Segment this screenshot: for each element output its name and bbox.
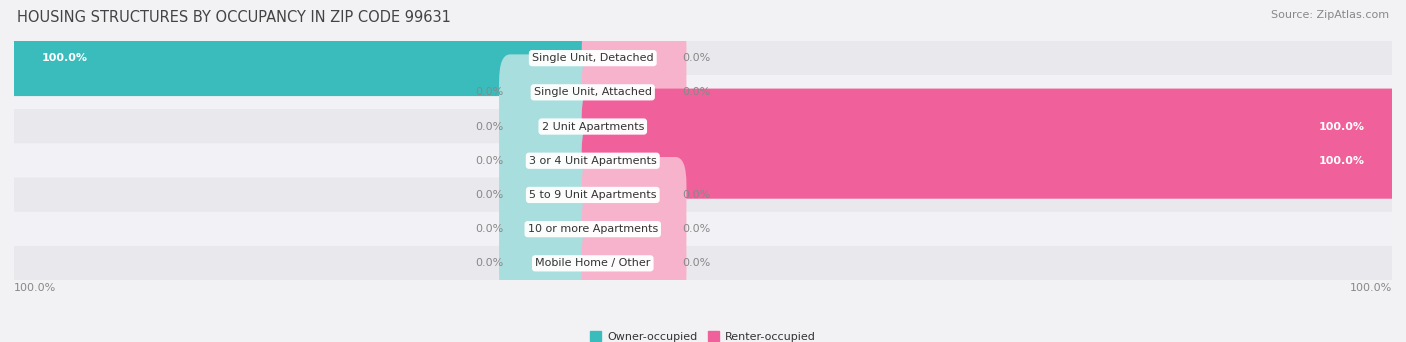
FancyBboxPatch shape [14,109,1392,144]
FancyBboxPatch shape [499,225,603,301]
FancyBboxPatch shape [499,191,603,267]
Text: 0.0%: 0.0% [682,53,710,63]
Text: 0.0%: 0.0% [682,224,710,234]
Text: 0.0%: 0.0% [475,87,503,97]
FancyBboxPatch shape [582,191,686,267]
Text: 0.0%: 0.0% [682,87,710,97]
FancyBboxPatch shape [582,225,686,301]
FancyBboxPatch shape [582,20,686,96]
Text: 100.0%: 100.0% [42,53,87,63]
Text: Mobile Home / Other: Mobile Home / Other [536,258,651,268]
FancyBboxPatch shape [14,177,1392,212]
Text: 0.0%: 0.0% [682,258,710,268]
FancyBboxPatch shape [14,75,1392,110]
Text: Single Unit, Detached: Single Unit, Detached [531,53,654,63]
FancyBboxPatch shape [14,143,1392,178]
FancyBboxPatch shape [14,246,1392,281]
FancyBboxPatch shape [14,212,1392,247]
FancyBboxPatch shape [499,89,603,165]
Text: 0.0%: 0.0% [475,121,503,132]
Text: Single Unit, Attached: Single Unit, Attached [534,87,652,97]
FancyBboxPatch shape [14,41,1392,76]
Text: 5 to 9 Unit Apartments: 5 to 9 Unit Apartments [529,190,657,200]
Text: 100.0%: 100.0% [1319,156,1364,166]
Legend: Owner-occupied, Renter-occupied: Owner-occupied, Renter-occupied [591,331,815,342]
Text: 0.0%: 0.0% [475,258,503,268]
Text: 0.0%: 0.0% [475,190,503,200]
FancyBboxPatch shape [582,89,1403,165]
Text: 2 Unit Apartments: 2 Unit Apartments [541,121,644,132]
Text: Source: ZipAtlas.com: Source: ZipAtlas.com [1271,10,1389,20]
Text: 3 or 4 Unit Apartments: 3 or 4 Unit Apartments [529,156,657,166]
FancyBboxPatch shape [499,157,603,233]
FancyBboxPatch shape [582,157,686,233]
Text: 0.0%: 0.0% [475,156,503,166]
Text: 0.0%: 0.0% [475,224,503,234]
FancyBboxPatch shape [582,54,686,130]
Text: 0.0%: 0.0% [682,190,710,200]
Text: 10 or more Apartments: 10 or more Apartments [527,224,658,234]
Text: 100.0%: 100.0% [1350,283,1392,293]
FancyBboxPatch shape [582,123,1403,199]
Text: 100.0%: 100.0% [1319,121,1364,132]
FancyBboxPatch shape [499,54,603,130]
Text: HOUSING STRUCTURES BY OCCUPANCY IN ZIP CODE 99631: HOUSING STRUCTURES BY OCCUPANCY IN ZIP C… [17,10,451,25]
FancyBboxPatch shape [499,123,603,199]
Text: 100.0%: 100.0% [14,283,56,293]
FancyBboxPatch shape [3,20,603,96]
